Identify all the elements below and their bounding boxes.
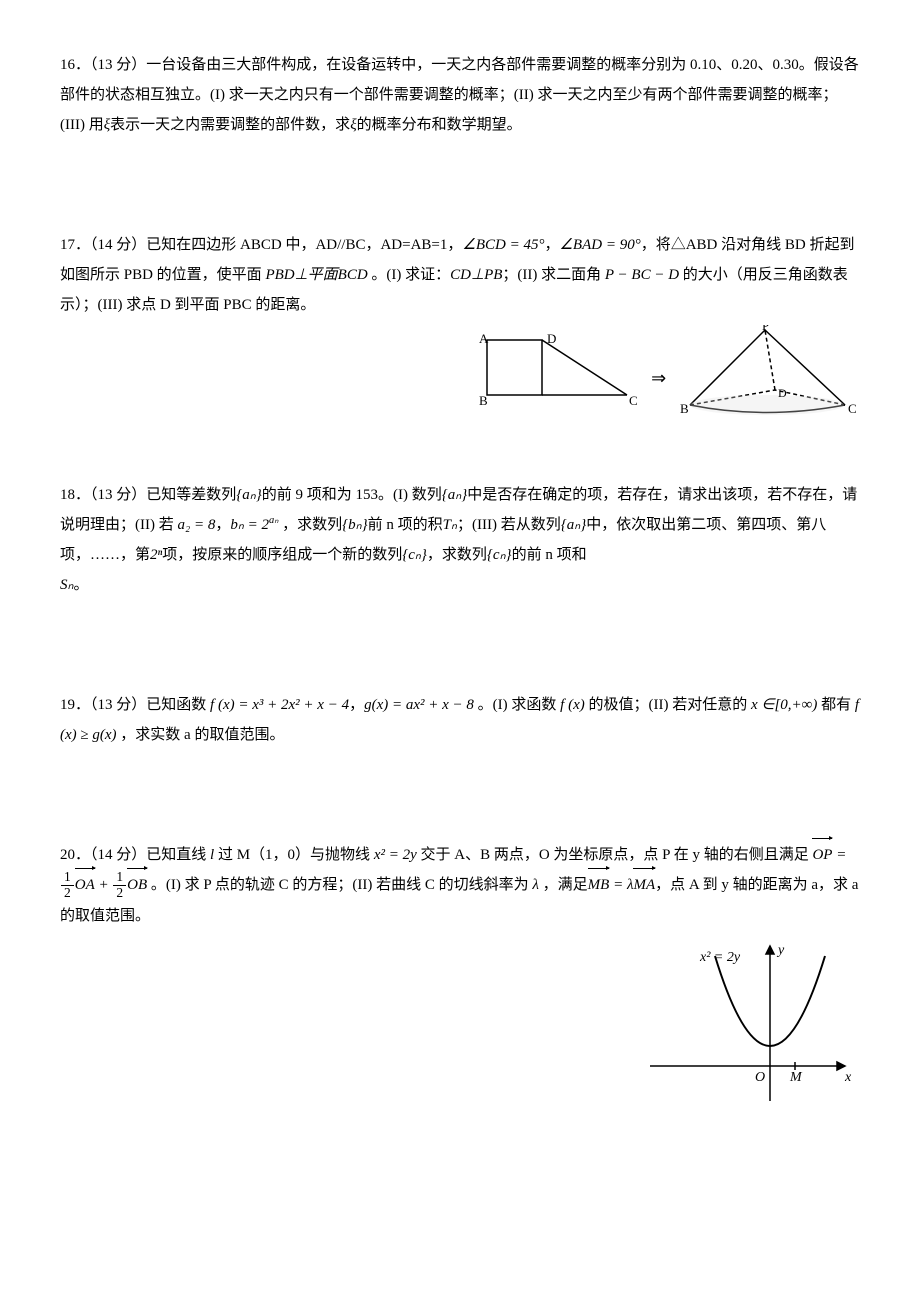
Tn: Tₙ: [443, 517, 457, 533]
text: ；(III) 若从数列: [457, 517, 561, 533]
vec-MB: MB: [588, 870, 610, 900]
problem-number: 20．: [60, 847, 90, 863]
half: 12: [61, 870, 74, 901]
eqn-label: x² = 2y: [699, 950, 741, 965]
text: 已知在四边形 ABCD 中，AD//BC，AD=AB=1，: [146, 237, 462, 253]
points: （14 分）: [90, 237, 146, 253]
text: 交于 A、B 两点，O 为坐标原点，点 P 在 y 轴的右侧且满足: [421, 847, 809, 863]
gx-def: g(x) = ax² + x − 8: [364, 697, 478, 713]
seq-an: {aₙ}: [236, 487, 261, 503]
text: 。(I) 求证：: [371, 267, 450, 283]
perp: PBD⊥平面BCD: [262, 267, 372, 283]
points: （13 分）: [90, 697, 146, 713]
text: ，满足: [543, 877, 588, 893]
comma: ，: [349, 697, 364, 713]
problem-16: 16．（13 分）一台设备由三大部件构成，在设备运转中，一天之内各部件需要调整的…: [60, 50, 860, 140]
dihedral: P − BC − D: [601, 267, 683, 283]
problem-20: 20．（14 分）已知直线 l 过 M（1，0）与抛物线 x² = 2y 交于 …: [60, 840, 860, 1116]
text: 。(I) 求 P 点的轨迹 C 的方程；(II) 若曲线 C 的切线斜率为: [147, 877, 529, 893]
text: 表示一天之内需要调整的部件数，求: [110, 117, 350, 133]
text: ；(II) 求二面角: [502, 267, 601, 283]
angle-bcd: ∠BCD = 45°: [462, 237, 544, 253]
text: 项，按原来的顺序组成一个新的数列: [162, 547, 402, 563]
label-D: D: [778, 386, 787, 400]
y-label: y: [776, 943, 785, 958]
eq: =: [832, 847, 846, 863]
M-label: M: [789, 1070, 803, 1085]
fx: f (x): [556, 697, 588, 713]
text: 的前 n 项和: [512, 547, 587, 563]
text: 已知直线: [146, 847, 206, 863]
proof: CD⊥PB: [450, 267, 502, 283]
fx-def: f (x) = x³ + 2x² + x − 4: [206, 697, 349, 713]
parabola-graph: x² = 2y y x O M: [640, 936, 860, 1116]
seq-cn: {cₙ}: [487, 547, 512, 563]
text: 。(I) 求函数: [478, 697, 557, 713]
figure-17-right: P B C D: [670, 325, 860, 420]
parabola: x² = 2y: [370, 847, 420, 863]
label-D: D: [547, 331, 556, 346]
figure-20: x² = 2y y x O M: [60, 936, 860, 1116]
problem-number: 17．: [60, 237, 90, 253]
label-B: B: [479, 393, 488, 408]
problem-number: 19．: [60, 697, 90, 713]
text: 的极值；(II) 若对任意的: [589, 697, 748, 713]
vec-OB: OB: [127, 870, 147, 900]
a2: a₂ = 8: [174, 517, 216, 533]
eq: = λ: [609, 877, 633, 893]
label-C: C: [848, 401, 857, 416]
seq-cn: {cₙ}: [402, 547, 427, 563]
angle-bad: ∠BAD = 90°: [559, 237, 640, 253]
text: 都有: [821, 697, 851, 713]
text: ，求数列: [278, 517, 342, 533]
text: 的前 9 项和为 153。(I) 数列: [262, 487, 442, 503]
bn-exp: aₙ: [269, 515, 278, 526]
points: （14 分）: [90, 847, 146, 863]
text: 前 n 项的积: [368, 517, 443, 533]
text: ，求实数 a 的取值范围。: [120, 727, 284, 743]
two-n: 2ⁿ: [150, 547, 162, 563]
comma: ，: [215, 517, 230, 533]
text: 过 M（1，0）与抛物线: [218, 847, 370, 863]
plus: +: [95, 877, 113, 893]
text: ，求数列: [427, 547, 487, 563]
problem-17: 17．（14 分）已知在四边形 ABCD 中，AD//BC，AD=AB=1，∠B…: [60, 230, 860, 420]
text: 的概率分布和数学期望。: [357, 117, 522, 133]
figure-17-left: A B C D: [467, 325, 647, 415]
O-label: O: [755, 1070, 765, 1085]
seq-bn: {bₙ}: [342, 517, 367, 533]
text: 已知函数: [146, 697, 206, 713]
label-B: B: [680, 401, 689, 416]
points: （13 分）: [90, 487, 146, 503]
points: （13 分）: [90, 57, 146, 73]
figure-row: A B C D ⇒ P B C D: [60, 325, 860, 420]
Sn: Sₙ: [60, 577, 73, 593]
seq-an: {aₙ}: [561, 517, 586, 533]
problem-number: 16．: [60, 57, 90, 73]
problem-number: 18．: [60, 487, 90, 503]
arrow-icon: ⇒: [651, 360, 666, 396]
vec-OA: OA: [75, 870, 95, 900]
line-l: l: [206, 847, 218, 863]
dot: 。: [73, 577, 88, 593]
half: 12: [113, 870, 126, 901]
seq-an: {aₙ}: [442, 487, 467, 503]
domain: x ∈[0,+∞): [747, 697, 821, 713]
problem-19: 19．（13 分）已知函数 f (x) = x³ + 2x² + x − 4，g…: [60, 690, 860, 750]
vec-MA: MA: [633, 870, 655, 900]
vec-OP: OP: [812, 840, 832, 870]
bn-eq: bₙ = 2: [230, 517, 269, 533]
lambda: λ: [529, 877, 543, 893]
label-A: A: [479, 331, 489, 346]
label-P: P: [762, 325, 769, 333]
x-label: x: [844, 1070, 852, 1085]
label-C: C: [629, 393, 638, 408]
problem-18: 18．（13 分）已知等差数列{aₙ}的前 9 项和为 153。(I) 数列{a…: [60, 480, 860, 600]
comma: ，: [544, 237, 559, 253]
text: 已知等差数列: [146, 487, 236, 503]
